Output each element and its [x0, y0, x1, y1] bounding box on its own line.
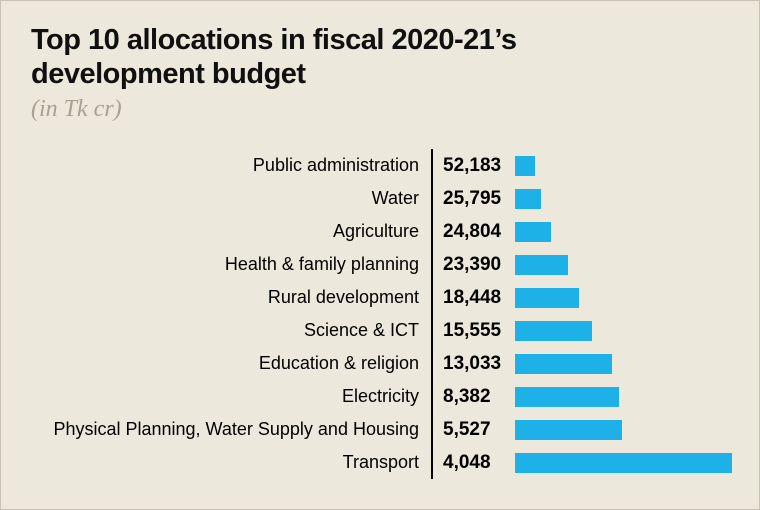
chart-row: Water 25,795 [31, 182, 733, 215]
bar [515, 386, 619, 407]
bar [515, 419, 622, 440]
bar-chart: Public administration 52,183 Water 25,79… [31, 149, 733, 479]
value-label: 25,795 [431, 182, 515, 215]
chart-row: Education & religion 13,033 [31, 347, 733, 380]
value-label: 4,048 [431, 446, 515, 479]
value-label: 5,527 [431, 413, 515, 446]
value-label: 24,804 [431, 215, 515, 248]
category-label: Agriculture [332, 221, 419, 241]
bar [515, 287, 579, 308]
category-label: Education & religion [258, 353, 419, 373]
bar [515, 452, 732, 473]
category-label: Electricity [341, 386, 419, 406]
bar [515, 221, 551, 242]
category-label: Health & family planning [224, 254, 419, 274]
chart-title-line-2: development budget [31, 58, 306, 90]
value-label: 13,033 [431, 347, 515, 380]
value-label: 23,390 [431, 248, 515, 281]
chart-title-line-1: Top 10 allocations in fiscal 2020-21’s [31, 24, 517, 56]
bar [515, 188, 541, 209]
bar [515, 155, 535, 176]
bar [515, 254, 568, 275]
bar [515, 353, 612, 374]
value-label: 18,448 [431, 281, 515, 314]
chart-row: Agriculture 24,804 [31, 215, 733, 248]
category-label: Water [371, 188, 419, 208]
bar [515, 320, 592, 341]
value-label: 15,555 [431, 314, 515, 347]
category-label: Science & ICT [303, 320, 419, 340]
category-label: Rural development [267, 287, 419, 307]
chart-row: Public administration 52,183 [31, 149, 733, 182]
value-label: 8,382 [431, 380, 515, 413]
chart-row: Rural development 18,448 [31, 281, 733, 314]
chart-row: Health & family planning 23,390 [31, 248, 733, 281]
category-label: Physical Planning, Water Supply and Hous… [53, 419, 419, 439]
category-label: Public administration [252, 155, 419, 175]
chart-subtitle: (in Tk cr) [31, 96, 122, 122]
chart-row: Electricity 8,382 [31, 380, 733, 413]
chart-row: Physical Planning, Water Supply and Hous… [31, 413, 733, 446]
value-label: 52,183 [431, 149, 515, 182]
category-label: Transport [342, 452, 419, 472]
chart-row: Science & ICT 15,555 [31, 314, 733, 347]
chart-row: Transport 4,048 [31, 446, 733, 479]
chart-title: Top 10 allocations in fiscal 2020-21’s d… [31, 23, 733, 91]
